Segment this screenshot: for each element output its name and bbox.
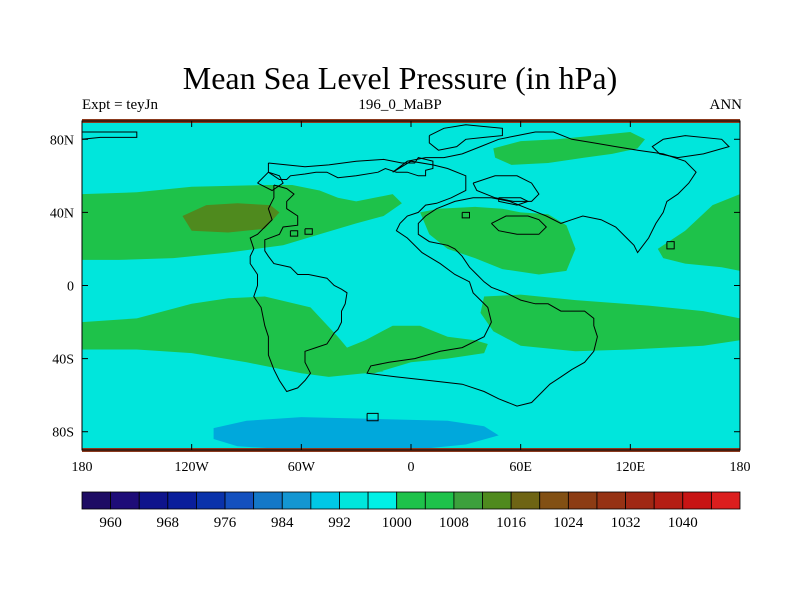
lon-tick-label: 180 — [730, 460, 751, 475]
coastline-segment — [651, 135, 730, 159]
colorbar-swatch — [596, 491, 626, 510]
colorbar-swatch — [167, 491, 197, 510]
colorbar-swatch — [539, 491, 569, 510]
colorbar-label: 1040 — [668, 515, 698, 531]
pressure-region-east-pacific-high — [657, 194, 740, 271]
pressure-region-asia-high — [420, 206, 576, 275]
coastlines — [82, 124, 730, 422]
lon-tick-label: 120W — [175, 460, 210, 475]
pressure-region-subtropical-max — [182, 203, 280, 233]
coastline-segment — [257, 171, 284, 192]
lat-tick-label: 80N — [50, 133, 74, 148]
coastline-segment — [249, 184, 348, 393]
time-label: 196_0_MaBP — [358, 97, 442, 113]
colorbar-swatch — [310, 491, 340, 510]
map-axes: 180 120W 60W 0 60E 120E 180 80N 40N 0 40S 80S — [50, 121, 751, 475]
coastline-segment — [267, 157, 434, 180]
colorbar-swatch — [196, 491, 226, 510]
colorbar-swatch — [567, 491, 598, 510]
colorbar-swatch — [367, 491, 398, 510]
colorbar-swatch — [625, 491, 655, 510]
coastline-segment — [428, 124, 503, 151]
coastline-segment — [366, 412, 379, 422]
lon-tick-label: 60E — [509, 460, 532, 475]
colorbar-label: 984 — [271, 515, 294, 531]
coastline-segment — [304, 228, 313, 235]
map-panel — [81, 119, 741, 452]
pressure-region-indian-ocean-high — [480, 294, 740, 352]
colorbar-label: 1032 — [611, 515, 641, 531]
colorbar-swatch — [482, 491, 512, 510]
lon-tick-label: 120E — [616, 460, 646, 475]
colorbar-swatch — [110, 491, 140, 510]
coastline-segment — [461, 211, 470, 219]
coastline-segment — [491, 215, 548, 235]
colorbar-swatch — [396, 491, 426, 510]
colorbar-swatch — [281, 491, 312, 510]
colorbar-label: 960 — [99, 515, 122, 531]
map-title: Mean Sea Level Pressure (in hPa) — [182, 60, 618, 96]
pressure-region-south-atlantic-high — [328, 325, 488, 374]
colorbar-label: 1016 — [496, 515, 527, 531]
lon-tick-label: 60W — [288, 460, 316, 475]
colorbar-swatch — [253, 491, 283, 510]
ocean-background — [82, 121, 740, 450]
colorbar-swatch — [424, 491, 455, 510]
colorbar: 960 968 976 984 992 1000 1008 1016 1024 1032 1040 — [81, 491, 741, 531]
colorbar-swatch — [138, 491, 169, 510]
colorbar-swatch — [339, 491, 369, 510]
colorbar-swatch — [510, 491, 541, 510]
coastline-segment — [498, 197, 530, 206]
coastline-segment — [82, 131, 138, 140]
coastline-segment — [472, 175, 540, 202]
coastline-segment — [666, 241, 675, 250]
colorbar-swatch — [81, 491, 112, 510]
coastline-segment — [289, 230, 299, 237]
colorbar-swatch — [710, 491, 741, 510]
coastline-segment — [366, 131, 697, 407]
colorbar-label: 1008 — [439, 515, 469, 531]
experiment-label: Expt = teyJn — [82, 97, 158, 113]
lat-tick-label: 40N — [50, 206, 74, 221]
lat-tick-label: 80S — [52, 426, 74, 441]
colorbar-swatch — [453, 491, 483, 510]
pressure-region-south-pacific-high — [82, 296, 384, 377]
season-label: ANN — [709, 97, 743, 113]
colorbar-label: 992 — [328, 515, 351, 531]
colorbar-label: 968 — [157, 515, 180, 531]
colorbar-swatch — [653, 491, 684, 510]
pressure-region-arctic-high — [493, 132, 645, 165]
pressure-regions — [82, 132, 740, 450]
colorbar-label: 976 — [214, 515, 237, 531]
pressure-region-antarctic-low — [213, 417, 499, 450]
colorbar-swatch — [682, 491, 712, 510]
lon-tick-label: 180 — [72, 460, 93, 475]
lat-tick-label: 40S — [52, 353, 74, 368]
lon-tick-label: 0 — [408, 460, 415, 475]
colorbar-swatch — [224, 491, 255, 510]
colorbar-label: 1000 — [382, 515, 412, 531]
colorbar-label: 1024 — [553, 515, 584, 531]
lat-tick-label: 0 — [67, 280, 74, 295]
